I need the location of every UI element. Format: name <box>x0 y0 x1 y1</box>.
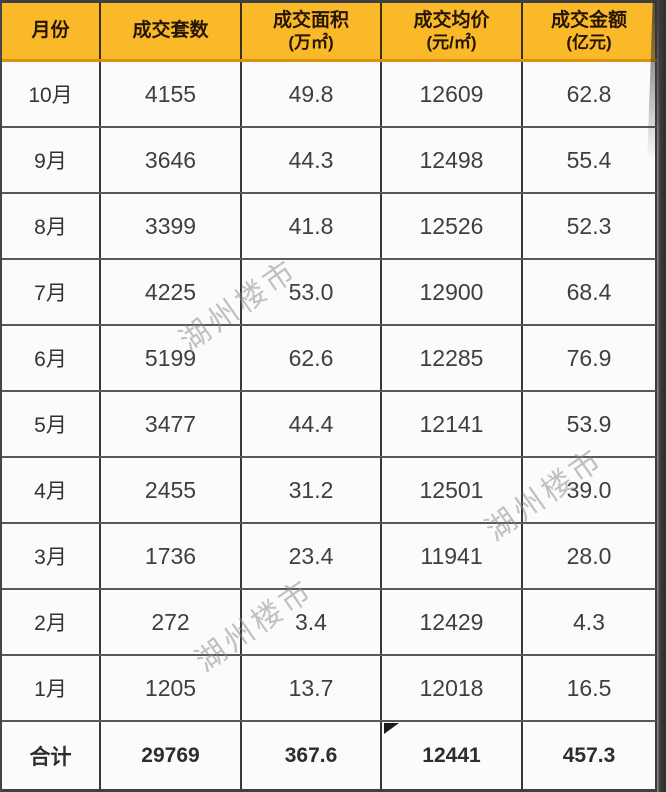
header-title: 成交套数 <box>132 20 209 42</box>
value-cell: 12501 <box>382 458 523 522</box>
value-cell: 12609 <box>382 62 523 126</box>
value-cell: 4155 <box>101 62 242 126</box>
total-value-cell: 29769 <box>101 722 242 789</box>
header-title: 成交均价 <box>413 9 490 31</box>
value-cell: 12900 <box>382 260 523 324</box>
month-cell: 9月 <box>2 128 101 192</box>
value-cell: 39.0 <box>523 458 657 522</box>
total-value-cell: 12441 <box>382 722 523 789</box>
value-cell: 52.3 <box>523 194 657 258</box>
value-cell: 272 <box>101 590 242 654</box>
table-row-7月: 7月 4225 53.0 12900 68.4 <box>2 260 657 326</box>
month-cell: 1月 <box>2 656 101 720</box>
table-total-row: 合计 29769 367.6 12441 457.3 <box>2 722 657 792</box>
table-row-10月: 10月 4155 49.8 12609 62.8 <box>2 62 657 128</box>
header-cell-1: 成交套数 <box>101 3 242 59</box>
total-value-cell: 367.6 <box>242 722 382 789</box>
header-cell-3: 成交均价 (元/㎡) <box>382 3 523 59</box>
value-cell: 3.4 <box>242 590 382 654</box>
value-cell: 49.8 <box>242 62 382 126</box>
header-unit: (万㎡) <box>288 33 334 53</box>
total-value-cell: 457.3 <box>523 722 657 789</box>
value-cell: 28.0 <box>523 524 657 588</box>
value-cell: 16.5 <box>523 656 657 720</box>
month-cell: 6月 <box>2 326 101 390</box>
cell-comment-marker <box>384 723 399 734</box>
value-cell: 68.4 <box>523 260 657 324</box>
value-cell: 31.2 <box>242 458 382 522</box>
header-cell-4: 成交金额 (亿元) <box>523 3 657 59</box>
table-row-8月: 8月 3399 41.8 12526 52.3 <box>2 194 657 260</box>
total-label-cell: 合计 <box>2 722 101 789</box>
table-row-2月: 2月 272 3.4 12429 4.3 <box>2 590 657 656</box>
value-cell: 41.8 <box>242 194 382 258</box>
value-cell: 3646 <box>101 128 242 192</box>
value-cell: 12526 <box>382 194 523 258</box>
table-body: 10月 4155 49.8 12609 62.8 9月 3646 44.3 12498 55.4 8… <box>2 62 657 722</box>
value-cell: 5199 <box>101 326 242 390</box>
table-row-4月: 4月 2455 31.2 12501 39.0 <box>2 458 657 524</box>
month-cell: 4月 <box>2 458 101 522</box>
value-cell: 55.4 <box>523 128 657 192</box>
photo-right-edge <box>655 0 666 792</box>
header-title: 月份 <box>31 20 70 42</box>
table-row-9月: 9月 3646 44.3 12498 55.4 <box>2 128 657 194</box>
header-unit: (亿元) <box>566 33 612 53</box>
value-cell: 1736 <box>101 524 242 588</box>
header-unit: (元/㎡) <box>426 33 477 53</box>
month-cell: 8月 <box>2 194 101 258</box>
value-cell: 23.4 <box>242 524 382 588</box>
value-cell: 44.3 <box>242 128 382 192</box>
value-cell: 53.0 <box>242 260 382 324</box>
month-cell: 2月 <box>2 590 101 654</box>
month-cell: 10月 <box>2 62 101 126</box>
value-cell: 12429 <box>382 590 523 654</box>
value-cell: 3477 <box>101 392 242 456</box>
header-title: 成交金额 <box>550 9 627 31</box>
value-cell: 53.9 <box>523 392 657 456</box>
header-title: 成交面积 <box>272 9 349 31</box>
month-cell: 3月 <box>2 524 101 588</box>
table-row-3月: 3月 1736 23.4 11941 28.0 <box>2 524 657 590</box>
value-cell: 2455 <box>101 458 242 522</box>
value-cell: 11941 <box>382 524 523 588</box>
table-header-row: 月份 成交套数 成交面积 (万㎡) 成交均价 (元/㎡) 成交金额 (亿元) <box>2 3 657 62</box>
month-cell: 7月 <box>2 260 101 324</box>
value-cell: 1205 <box>101 656 242 720</box>
value-cell: 44.4 <box>242 392 382 456</box>
value-cell: 4225 <box>101 260 242 324</box>
table-row-5月: 5月 3477 44.4 12141 53.9 <box>2 392 657 458</box>
value-cell: 12141 <box>382 392 523 456</box>
value-cell: 12018 <box>382 656 523 720</box>
value-cell: 62.6 <box>242 326 382 390</box>
table-row-1月: 1月 1205 13.7 12018 16.5 <box>2 656 657 722</box>
value-cell: 12285 <box>382 326 523 390</box>
value-cell: 76.9 <box>523 326 657 390</box>
month-cell: 5月 <box>2 392 101 456</box>
value-cell: 4.3 <box>523 590 657 654</box>
header-cell-2: 成交面积 (万㎡) <box>242 3 382 59</box>
value-cell: 62.8 <box>523 62 657 126</box>
value-cell: 3399 <box>101 194 242 258</box>
header-cell-0: 月份 <box>2 3 101 59</box>
table-row-6月: 6月 5199 62.6 12285 76.9 <box>2 326 657 392</box>
value-cell: 12498 <box>382 128 523 192</box>
value-cell: 13.7 <box>242 656 382 720</box>
